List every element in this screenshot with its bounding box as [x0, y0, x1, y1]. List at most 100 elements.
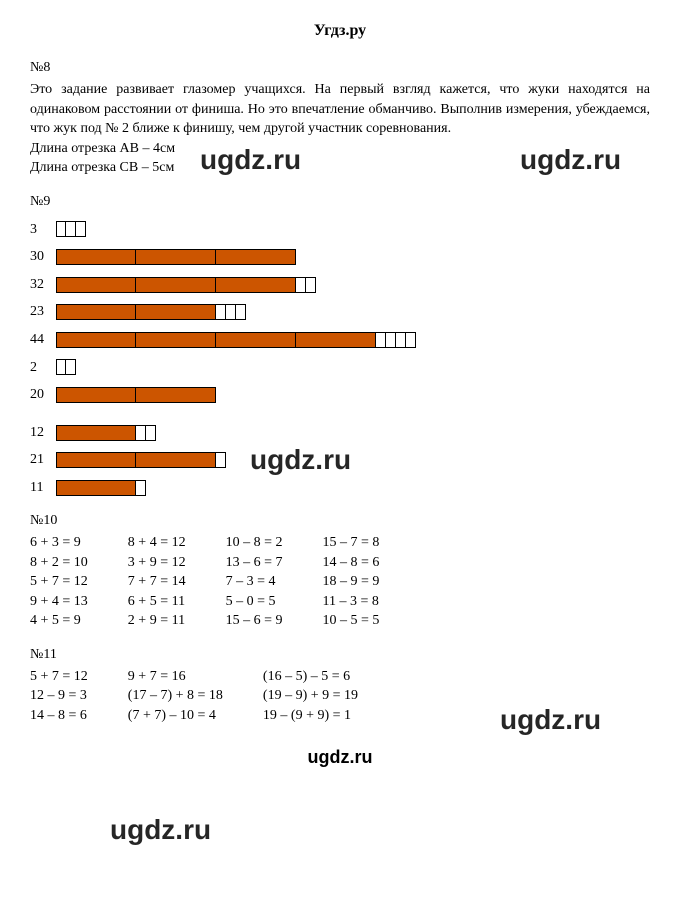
section10-columns: 6 + 3 = 98 + 2 = 105 + 7 = 129 + 4 = 134… — [30, 533, 650, 631]
section10-title: №10 — [30, 511, 650, 531]
equation-column: 9 + 7 = 16(17 – 7) + 8 = 18(7 + 7) – 10 … — [128, 667, 223, 726]
bar-label: 44 — [30, 330, 56, 350]
section11-columns: 5 + 7 = 1212 – 9 = 314 – 8 = 6 9 + 7 = 16… — [30, 667, 650, 726]
bar-label: 21 — [30, 450, 56, 470]
equation-column: (16 – 5) – 5 = 6(19 – 9) + 9 = 1919 – (9… — [263, 667, 358, 726]
bar — [56, 425, 156, 441]
unit-block — [226, 304, 236, 320]
equation: 14 – 8 = 6 — [30, 706, 88, 726]
unit-block — [296, 277, 306, 293]
unit-block — [236, 304, 246, 320]
ten-block — [136, 452, 216, 468]
ten-block — [136, 387, 216, 403]
equation-column: 15 – 7 = 814 – 8 = 618 – 9 = 911 – 3 = 8… — [323, 533, 380, 631]
bar-row: 21 — [30, 450, 650, 470]
equation: 6 + 5 = 11 — [128, 592, 186, 612]
bar-label: 30 — [30, 247, 56, 267]
unit-block — [216, 452, 226, 468]
ten-block — [216, 249, 296, 265]
bar-row: 32 — [30, 275, 650, 295]
equation-column: 5 + 7 = 1212 – 9 = 314 – 8 = 6 — [30, 667, 88, 726]
ten-block — [216, 277, 296, 293]
equation: 19 – (9 + 9) = 1 — [263, 706, 358, 726]
bar-row: 30 — [30, 247, 650, 267]
section8-line1: Длина отрезка AB – 4см — [30, 139, 650, 159]
equation: 18 – 9 = 9 — [323, 572, 380, 592]
unit-block — [306, 277, 316, 293]
bar-row: 20 — [30, 385, 650, 405]
ten-block — [56, 304, 136, 320]
bar — [56, 452, 226, 468]
bar-row: 2 — [30, 358, 650, 378]
page-header: Угдз.ру — [30, 20, 650, 42]
unit-block — [136, 480, 146, 496]
bar-label: 23 — [30, 302, 56, 322]
equation: 9 + 4 = 13 — [30, 592, 88, 612]
bar-label: 3 — [30, 220, 56, 240]
unit-block — [66, 221, 76, 237]
ten-block — [56, 452, 136, 468]
bar — [56, 221, 86, 237]
ten-block — [136, 249, 216, 265]
equation: 10 – 5 = 5 — [323, 611, 380, 631]
equation: 15 – 7 = 8 — [323, 533, 380, 553]
equation: 6 + 3 = 9 — [30, 533, 88, 553]
bar-row: 3 — [30, 220, 650, 240]
section9-title: №9 — [30, 192, 650, 212]
unit-block — [56, 221, 66, 237]
equation: 4 + 5 = 9 — [30, 611, 88, 631]
equation: 5 + 7 = 12 — [30, 667, 88, 687]
ten-block — [56, 480, 136, 496]
unit-block — [396, 332, 406, 348]
equation: 7 – 3 = 4 — [226, 572, 283, 592]
bar-row: 23 — [30, 302, 650, 322]
bar — [56, 277, 316, 293]
section8-paragraph: Это задание развивает глазомер учащихся.… — [30, 80, 650, 139]
bar-label: 32 — [30, 275, 56, 295]
equation-column: 8 + 4 = 123 + 9 = 127 + 7 = 146 + 5 = 11… — [128, 533, 186, 631]
bar-label: 12 — [30, 423, 56, 443]
equation: (17 – 7) + 8 = 18 — [128, 686, 223, 706]
bar — [56, 304, 246, 320]
unit-block — [76, 221, 86, 237]
bar-label: 20 — [30, 385, 56, 405]
ten-block — [136, 332, 216, 348]
bar — [56, 332, 416, 348]
bar-row: 11 — [30, 478, 650, 498]
equation: 12 – 9 = 3 — [30, 686, 88, 706]
ten-block — [56, 387, 136, 403]
equation: 14 – 8 = 6 — [323, 553, 380, 573]
equation: 10 – 8 = 2 — [226, 533, 283, 553]
ten-block — [56, 277, 136, 293]
equation: 3 + 9 = 12 — [128, 553, 186, 573]
equation: (7 + 7) – 10 = 4 — [128, 706, 223, 726]
bar-label: 11 — [30, 478, 56, 498]
unit-block — [376, 332, 386, 348]
footer-watermark: ugdz.ru — [30, 745, 650, 770]
equation: 5 + 7 = 12 — [30, 572, 88, 592]
unit-block — [146, 425, 156, 441]
unit-block — [216, 304, 226, 320]
section8-line2: Длина отрезка CB – 5см — [30, 158, 650, 178]
equation: 15 – 6 = 9 — [226, 611, 283, 631]
section8-title: №8 — [30, 58, 650, 78]
equation: 8 + 4 = 12 — [128, 533, 186, 553]
equation: (19 – 9) + 9 = 19 — [263, 686, 358, 706]
bar — [56, 387, 216, 403]
section11-title: №11 — [30, 645, 650, 665]
unit-block — [56, 359, 66, 375]
ten-block — [56, 332, 136, 348]
equation-column: 10 – 8 = 213 – 6 = 77 – 3 = 45 – 0 = 515… — [226, 533, 283, 631]
equation: (16 – 5) – 5 = 6 — [263, 667, 358, 687]
bar — [56, 249, 296, 265]
unit-block — [386, 332, 396, 348]
unit-block — [136, 425, 146, 441]
equation: 7 + 7 = 14 — [128, 572, 186, 592]
equation: 5 – 0 = 5 — [226, 592, 283, 612]
bar-row: 12 — [30, 423, 650, 443]
ten-block — [136, 277, 216, 293]
bar — [56, 480, 146, 496]
equation: 8 + 2 = 10 — [30, 553, 88, 573]
ten-block — [136, 304, 216, 320]
equation: 9 + 7 = 16 — [128, 667, 223, 687]
